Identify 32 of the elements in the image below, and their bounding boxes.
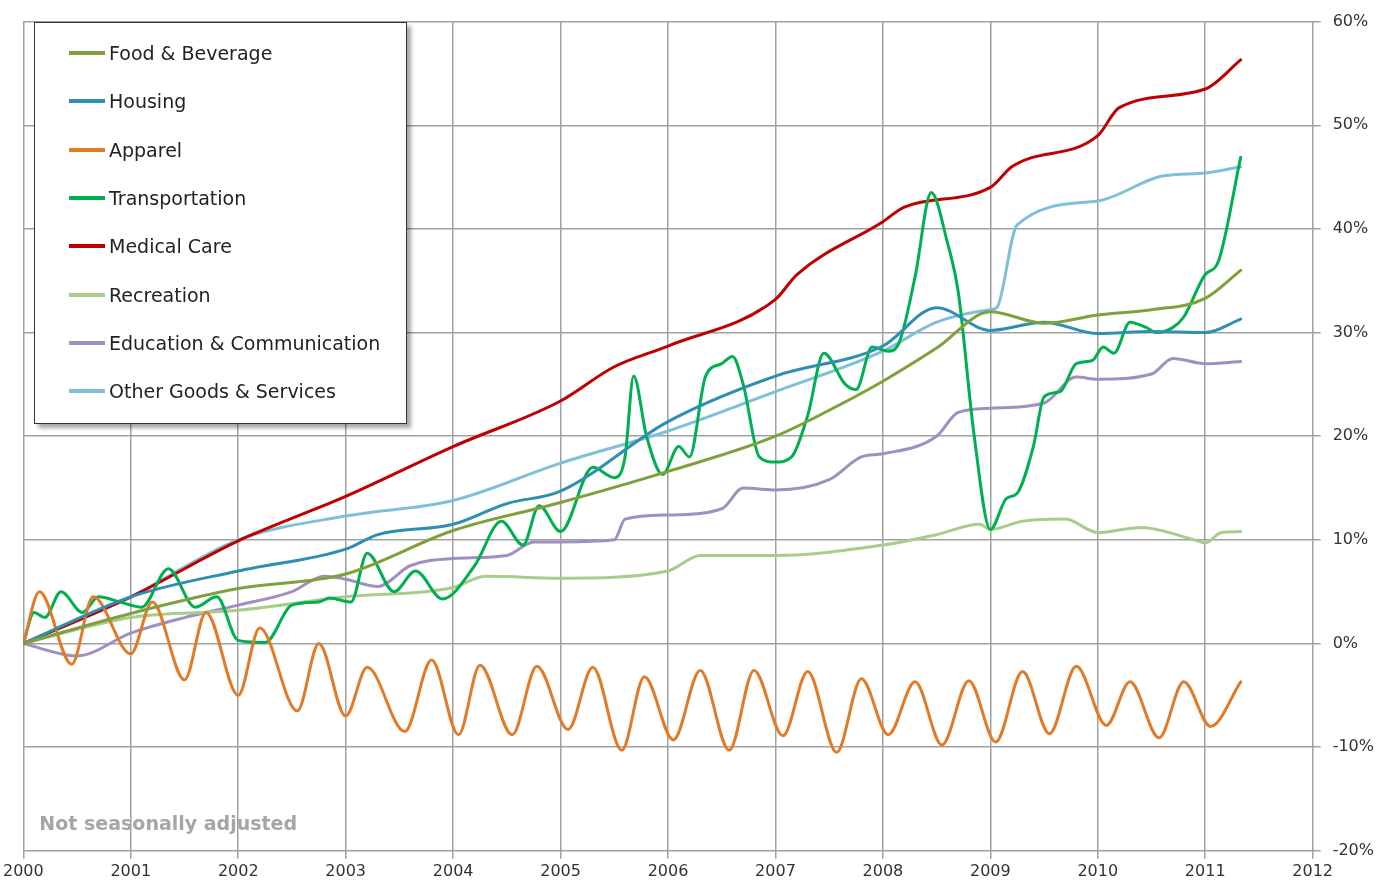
x-tick-label: 2001 bbox=[110, 860, 152, 880]
x-tick-label: 2007 bbox=[755, 860, 796, 880]
legend-label: Housing bbox=[109, 90, 187, 113]
y-tick-label: -10% bbox=[1332, 736, 1375, 756]
legend-label: Other Goods & Services bbox=[109, 380, 336, 403]
x-tick-label: 2012 bbox=[1292, 860, 1334, 880]
y-tick-label: 10% bbox=[1332, 529, 1369, 549]
x-tick-label: 2002 bbox=[217, 860, 259, 880]
legend-label: Apparel bbox=[109, 138, 183, 161]
y-tick-label: 30% bbox=[1332, 321, 1369, 341]
y-tick-label: 40% bbox=[1332, 218, 1369, 238]
legend-label: Education & Communication bbox=[109, 331, 381, 354]
y-tick-label: -20% bbox=[1332, 839, 1375, 859]
x-tick-label: 2011 bbox=[1184, 860, 1226, 880]
x-tick-label: 2004 bbox=[432, 860, 474, 880]
y-tick-label: 60% bbox=[1332, 10, 1369, 30]
y-tick-label: 50% bbox=[1332, 114, 1369, 134]
x-tick-label: 2010 bbox=[1077, 860, 1119, 880]
x-tick-label: 2006 bbox=[647, 860, 689, 880]
legend-label: Medical Care bbox=[109, 235, 232, 258]
x-tick-label: 2000 bbox=[3, 860, 44, 880]
line-series bbox=[23, 590, 1243, 754]
y-tick-label: 20% bbox=[1332, 425, 1369, 445]
x-tick-label: 2005 bbox=[540, 860, 581, 880]
legend-label: Food & Beverage bbox=[109, 42, 273, 65]
legend-label: Recreation bbox=[109, 283, 211, 306]
legend-label: Transportation bbox=[109, 187, 247, 210]
line-series bbox=[23, 356, 1243, 658]
y-tick-label: 0% bbox=[1332, 632, 1359, 652]
x-tick-label: 2009 bbox=[969, 860, 1011, 880]
x-tick-label: 2003 bbox=[325, 860, 367, 880]
x-tick-label: 2008 bbox=[862, 860, 904, 880]
